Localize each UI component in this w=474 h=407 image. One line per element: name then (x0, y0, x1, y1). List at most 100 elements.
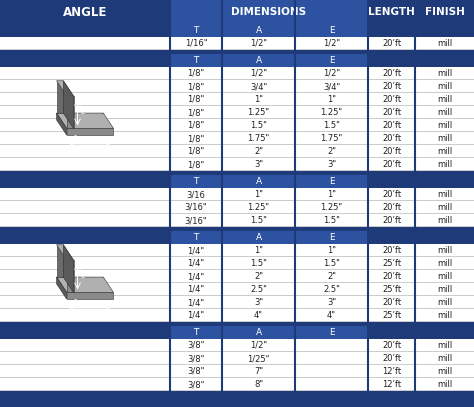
Bar (222, 158, 295, 171)
Text: 20’ft: 20’ft (382, 190, 401, 199)
Bar (295, 257, 368, 270)
Bar (222, 244, 295, 257)
Bar (222, 257, 295, 270)
Bar (368, 80, 415, 93)
Bar (170, 80, 222, 93)
Bar (0, 377, 474, 378)
Bar (0, 118, 474, 119)
Bar (295, 231, 368, 244)
Bar (295, 145, 368, 158)
Bar (222, 188, 295, 201)
Text: mill: mill (437, 190, 452, 199)
Text: mill: mill (437, 298, 452, 307)
Text: 1/4": 1/4" (187, 272, 205, 281)
Text: 1/2": 1/2" (250, 69, 267, 78)
Text: 2.5": 2.5" (323, 285, 340, 294)
Bar (222, 132, 295, 145)
Bar (0, 80, 170, 93)
Text: 2": 2" (327, 272, 336, 281)
Text: A: A (88, 149, 92, 155)
Polygon shape (67, 292, 113, 299)
Text: 20’ft: 20’ft (382, 354, 401, 363)
Text: 20’ft: 20’ft (382, 341, 401, 350)
Bar (0, 171, 474, 175)
Text: 8": 8" (254, 380, 263, 389)
Bar (170, 214, 222, 227)
Bar (170, 283, 222, 296)
Text: 1/8": 1/8" (187, 121, 205, 130)
Text: 3": 3" (327, 298, 336, 307)
Text: E: E (328, 26, 334, 35)
Text: E: E (328, 56, 334, 65)
Text: 1.25": 1.25" (320, 203, 343, 212)
Bar (222, 296, 295, 309)
Bar (368, 214, 415, 227)
Bar (295, 296, 368, 309)
Text: 25’ft: 25’ft (382, 285, 401, 294)
Bar (415, 257, 474, 270)
Bar (0, 378, 170, 391)
Polygon shape (64, 81, 73, 128)
Bar (222, 175, 295, 188)
Text: A: A (88, 313, 92, 319)
Text: 3/16": 3/16" (185, 203, 207, 212)
Bar (170, 132, 222, 145)
Bar (0, 296, 170, 309)
Bar (170, 158, 222, 171)
Text: 1/4": 1/4" (187, 298, 205, 307)
Bar (170, 24, 222, 37)
Text: 1/2": 1/2" (323, 39, 340, 48)
Bar (0, 339, 170, 352)
Text: 25’ft: 25’ft (382, 311, 401, 320)
Text: mill: mill (437, 380, 452, 389)
Bar (170, 339, 222, 352)
Bar (0, 93, 170, 106)
Bar (295, 119, 368, 132)
Bar (0, 295, 474, 296)
Text: 20’ft: 20’ft (382, 69, 401, 78)
Text: T: T (193, 328, 199, 337)
Bar (222, 214, 295, 227)
Bar (295, 80, 368, 93)
Text: mill: mill (437, 69, 452, 78)
Text: 1": 1" (327, 246, 336, 255)
Bar (222, 24, 295, 37)
Bar (415, 145, 474, 158)
Text: mill: mill (437, 147, 452, 156)
Bar (0, 352, 170, 365)
Bar (0, 214, 170, 227)
Bar (415, 67, 474, 80)
Bar (415, 378, 474, 391)
Bar (170, 188, 222, 201)
Text: T: T (193, 56, 199, 65)
Text: 3/16": 3/16" (185, 216, 207, 225)
Bar (368, 0, 415, 24)
Bar (222, 365, 295, 378)
Text: mill: mill (437, 311, 452, 320)
Bar (368, 378, 415, 391)
Text: 1/8": 1/8" (187, 160, 205, 169)
Bar (0, 322, 474, 326)
Bar (222, 326, 295, 339)
Bar (0, 200, 474, 201)
Text: 20’ft: 20’ft (382, 82, 401, 91)
Bar (295, 326, 368, 339)
Text: E: E (81, 109, 85, 115)
Bar (170, 37, 222, 50)
Polygon shape (56, 277, 67, 299)
Bar (415, 352, 474, 365)
Bar (415, 214, 474, 227)
Bar (0, 188, 170, 201)
Text: 3/8": 3/8" (187, 380, 205, 389)
Text: mill: mill (437, 246, 452, 255)
Bar (170, 309, 222, 322)
Bar (368, 296, 415, 309)
Polygon shape (56, 113, 103, 120)
Bar (170, 54, 222, 67)
Text: 1/4": 1/4" (187, 246, 205, 255)
Bar (295, 352, 368, 365)
Polygon shape (56, 245, 64, 277)
Polygon shape (56, 113, 113, 128)
Bar (368, 67, 415, 80)
Text: mill: mill (437, 82, 452, 91)
